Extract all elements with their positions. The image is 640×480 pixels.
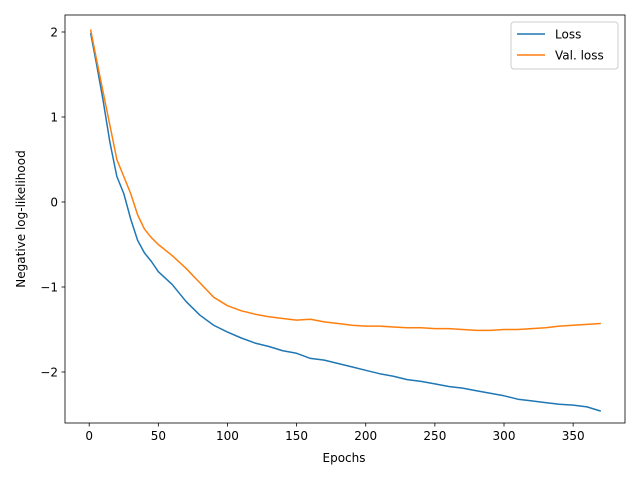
y-tick-label: 1	[50, 111, 58, 125]
x-tick-label: 150	[285, 429, 308, 443]
x-axis-label: Epochs	[323, 451, 366, 465]
x-axis: 0 50 100 150 200 250 300 350	[85, 423, 585, 443]
x-tick-label: 100	[216, 429, 239, 443]
y-tick-label: −2	[40, 366, 58, 380]
legend-label: Val. loss	[555, 49, 604, 63]
x-tick-label: 200	[354, 429, 377, 443]
y-tick-label: 2	[50, 26, 58, 40]
y-tick-label: −1	[40, 281, 58, 295]
y-tick-label: 0	[50, 196, 58, 210]
x-tick-label: 250	[423, 429, 446, 443]
y-axis-label: Negative log-likelihood	[14, 150, 28, 287]
plot-frame	[64, 14, 626, 424]
y-axis: 2 1 0 −1 −2	[40, 26, 65, 380]
series-line-val-loss	[89, 29, 601, 332]
legend: Loss Val. loss	[510, 21, 619, 70]
x-tick-label: 0	[85, 429, 93, 443]
plot-area	[89, 29, 602, 412]
x-tick-label: 350	[562, 429, 585, 443]
x-tick-label: 50	[151, 429, 166, 443]
x-tick-label: 300	[493, 429, 516, 443]
legend-label: Loss	[555, 28, 581, 42]
series-line-loss	[89, 32, 602, 412]
